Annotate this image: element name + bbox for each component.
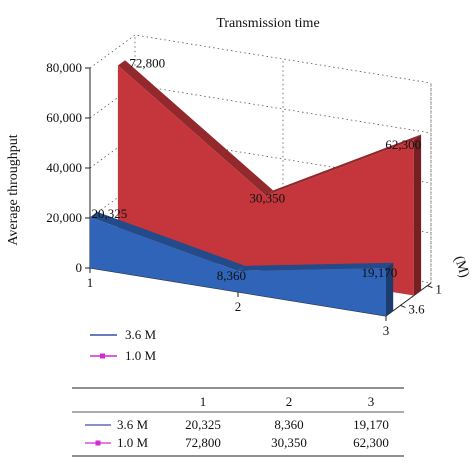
table-row-label: 3.6 M: [117, 417, 149, 432]
table-header-cell: 2: [286, 394, 293, 409]
data-label: 30,350: [249, 191, 285, 206]
area-end-face: [386, 262, 394, 316]
table-cell: 8,360: [274, 417, 303, 432]
y-tick-label: 80,000: [46, 60, 82, 75]
table-header-cell: 1: [200, 394, 207, 409]
data-label: 20,325: [91, 206, 127, 221]
table-cell: 30,350: [271, 435, 307, 450]
data-label: 62,300: [385, 137, 421, 152]
table-cell: 72,800: [185, 435, 221, 450]
depth-tick: [427, 285, 433, 289]
area-top-face: [117, 60, 274, 196]
legend-marker: [100, 353, 105, 359]
area-top-face: [90, 211, 246, 272]
legend-label: 1.0 M: [125, 348, 157, 363]
data-table: 1 2 3 3.6 M 20,325 8,360 19,170 1.0 M 72,800 30,3…: [72, 387, 404, 457]
x-tick-label: 2: [235, 299, 242, 314]
y-tick-label: 0: [76, 260, 83, 275]
legend: 3.6 M 1.0 M: [90, 327, 157, 363]
depth-tick-label: 1: [435, 282, 442, 297]
table-row: 1.0 M 72,800 30,350 62,300: [85, 435, 389, 450]
gridline: [89, 34, 432, 84]
table-row: 3.6 M 20,325 8,360 19,170: [85, 417, 389, 432]
x-tick-label: 3: [383, 323, 390, 338]
y-axis-title: Average throughput: [6, 134, 21, 245]
table-cell: 20,325: [185, 417, 221, 432]
area-top-face: [265, 134, 422, 196]
area-top-face: [238, 262, 394, 272]
area-front-face: [117, 65, 414, 296]
table-header-cell: 3: [368, 394, 375, 409]
depth-tick: [400, 304, 406, 308]
data-label: 72,800: [129, 56, 165, 71]
x-tick-label: 1: [87, 275, 94, 290]
depth-tick-label: 3.6: [408, 301, 425, 316]
series-1-0-m: [117, 60, 422, 296]
table-row-label: 1.0 M: [117, 435, 149, 450]
data-label: 19,170: [361, 265, 397, 280]
chart-title: Transmission time: [216, 16, 319, 31]
y-tick-label: 60,000: [46, 110, 82, 125]
legend-item: 3.6 M: [90, 327, 157, 342]
table-series-marker: [95, 440, 101, 446]
legend-item: 1.0 M: [90, 348, 157, 363]
area-front-face: [90, 217, 386, 316]
data-labels: 72,800 30,350 62,300 20,325 8,360 19,170: [91, 56, 421, 284]
series-3-6-m: [90, 211, 394, 316]
depth-axis-line: [385, 282, 432, 317]
legend-label: 3.6 M: [125, 327, 157, 342]
table-cell: 62,300: [353, 435, 389, 450]
axes: 0 20,000 40,000 60,000 80,000 1 2 3 1 3.6: [46, 60, 442, 338]
y-tick-label: 20,000: [46, 210, 82, 225]
y-tick-label: 40,000: [46, 160, 82, 175]
depth-axis-title: (M): [451, 254, 472, 280]
data-label: 8,360: [217, 268, 246, 283]
gridline: [89, 134, 432, 184]
plot-area: [90, 60, 422, 316]
table-cell: 19,170: [353, 417, 389, 432]
gridline: [89, 84, 432, 134]
area-end-face: [413, 134, 422, 296]
gridline: [89, 184, 432, 234]
